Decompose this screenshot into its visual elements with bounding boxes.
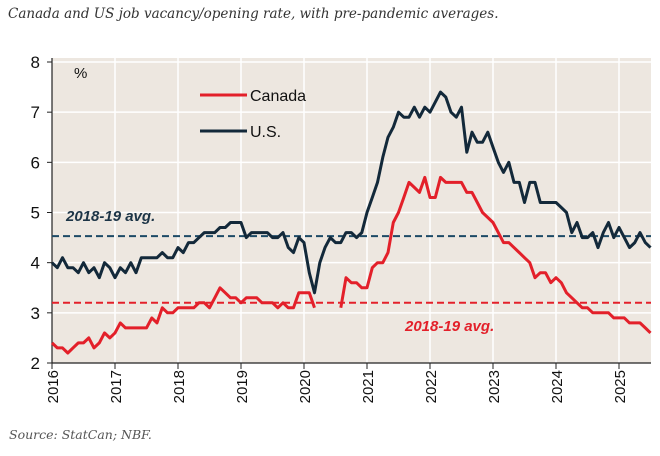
chart-title: Canada and US job vacancy/opening rate, … — [8, 6, 499, 22]
x-tick-label: 2023 — [486, 370, 503, 403]
x-tick-label: 2017 — [108, 370, 125, 403]
x-tick-label: 2024 — [549, 370, 566, 403]
x-tick-label: 2022 — [423, 370, 440, 403]
x-tick-label: 2020 — [297, 370, 314, 403]
x-tick-label: 2025 — [612, 370, 629, 403]
series-line-us — [50, 90, 652, 295]
x-tick-label: 2019 — [234, 370, 251, 403]
source-note: Source: StatCan; NBF. — [9, 427, 152, 442]
legend-us-label: U.S. — [250, 124, 281, 141]
legend-canada-label: Canada — [250, 88, 306, 105]
series-line-canada — [50, 175, 652, 355]
y-tick-label: 5 — [31, 204, 40, 223]
us-avg-label: 2018-19 avg. — [65, 208, 155, 225]
y-axis-unit: % — [74, 65, 87, 82]
canada-avg-label: 2018-19 avg. — [404, 318, 494, 335]
x-tick-label: 2021 — [360, 370, 377, 403]
y-tick-label: 2 — [31, 354, 40, 373]
y-tick-label: 8 — [31, 53, 40, 72]
x-tick-label: 2016 — [45, 370, 62, 403]
y-tick-label: 6 — [31, 153, 40, 172]
y-tick-label: 7 — [31, 103, 40, 122]
x-tick-label: 2018 — [171, 370, 188, 403]
y-tick-label: 3 — [31, 304, 40, 323]
y-tick-label: 4 — [31, 254, 40, 273]
